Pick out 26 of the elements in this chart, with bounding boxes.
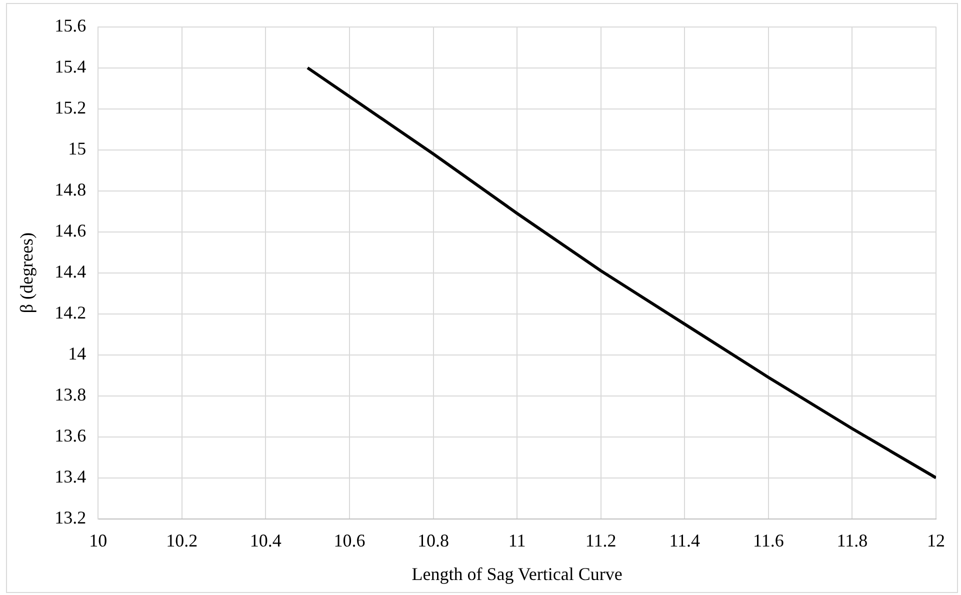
y-tick-label: 14 bbox=[68, 344, 86, 364]
y-axis-title: β (degrees) bbox=[16, 232, 37, 314]
y-tick-label: 13.4 bbox=[54, 466, 86, 487]
y-tick-label: 13.2 bbox=[54, 508, 86, 528]
x-tick-label: 11 bbox=[508, 530, 526, 550]
x-tick-label: 11.6 bbox=[753, 530, 784, 550]
y-tick-label: 15.4 bbox=[54, 56, 86, 77]
y-tick-label: 13.8 bbox=[54, 384, 86, 405]
x-tick-label: 10.8 bbox=[418, 530, 450, 550]
y-tick-label: 15.6 bbox=[54, 16, 86, 36]
y-tick-label: 13.6 bbox=[54, 426, 86, 446]
y-tick-label: 15.2 bbox=[54, 98, 86, 118]
y-tick-label: 14.2 bbox=[54, 302, 86, 323]
x-tick-label: 10 bbox=[89, 530, 108, 550]
y-tick-label: 14.4 bbox=[54, 262, 86, 282]
x-tick-label: 10.2 bbox=[166, 530, 198, 550]
x-tick-label: 11.8 bbox=[836, 530, 868, 550]
y-tick-label: 15 bbox=[68, 138, 86, 159]
x-axis-title: Length of Sag Vertical Curve bbox=[412, 564, 622, 584]
y-tick-label: 14.6 bbox=[54, 220, 86, 241]
x-tick-label: 10.4 bbox=[250, 530, 282, 550]
x-tick-label: 11.4 bbox=[669, 530, 700, 550]
x-tick-label: 10.6 bbox=[334, 530, 366, 550]
y-tick-label: 14.8 bbox=[54, 180, 86, 200]
x-tick-label: 12 bbox=[927, 530, 945, 550]
x-tick-label: 11.2 bbox=[585, 530, 616, 550]
